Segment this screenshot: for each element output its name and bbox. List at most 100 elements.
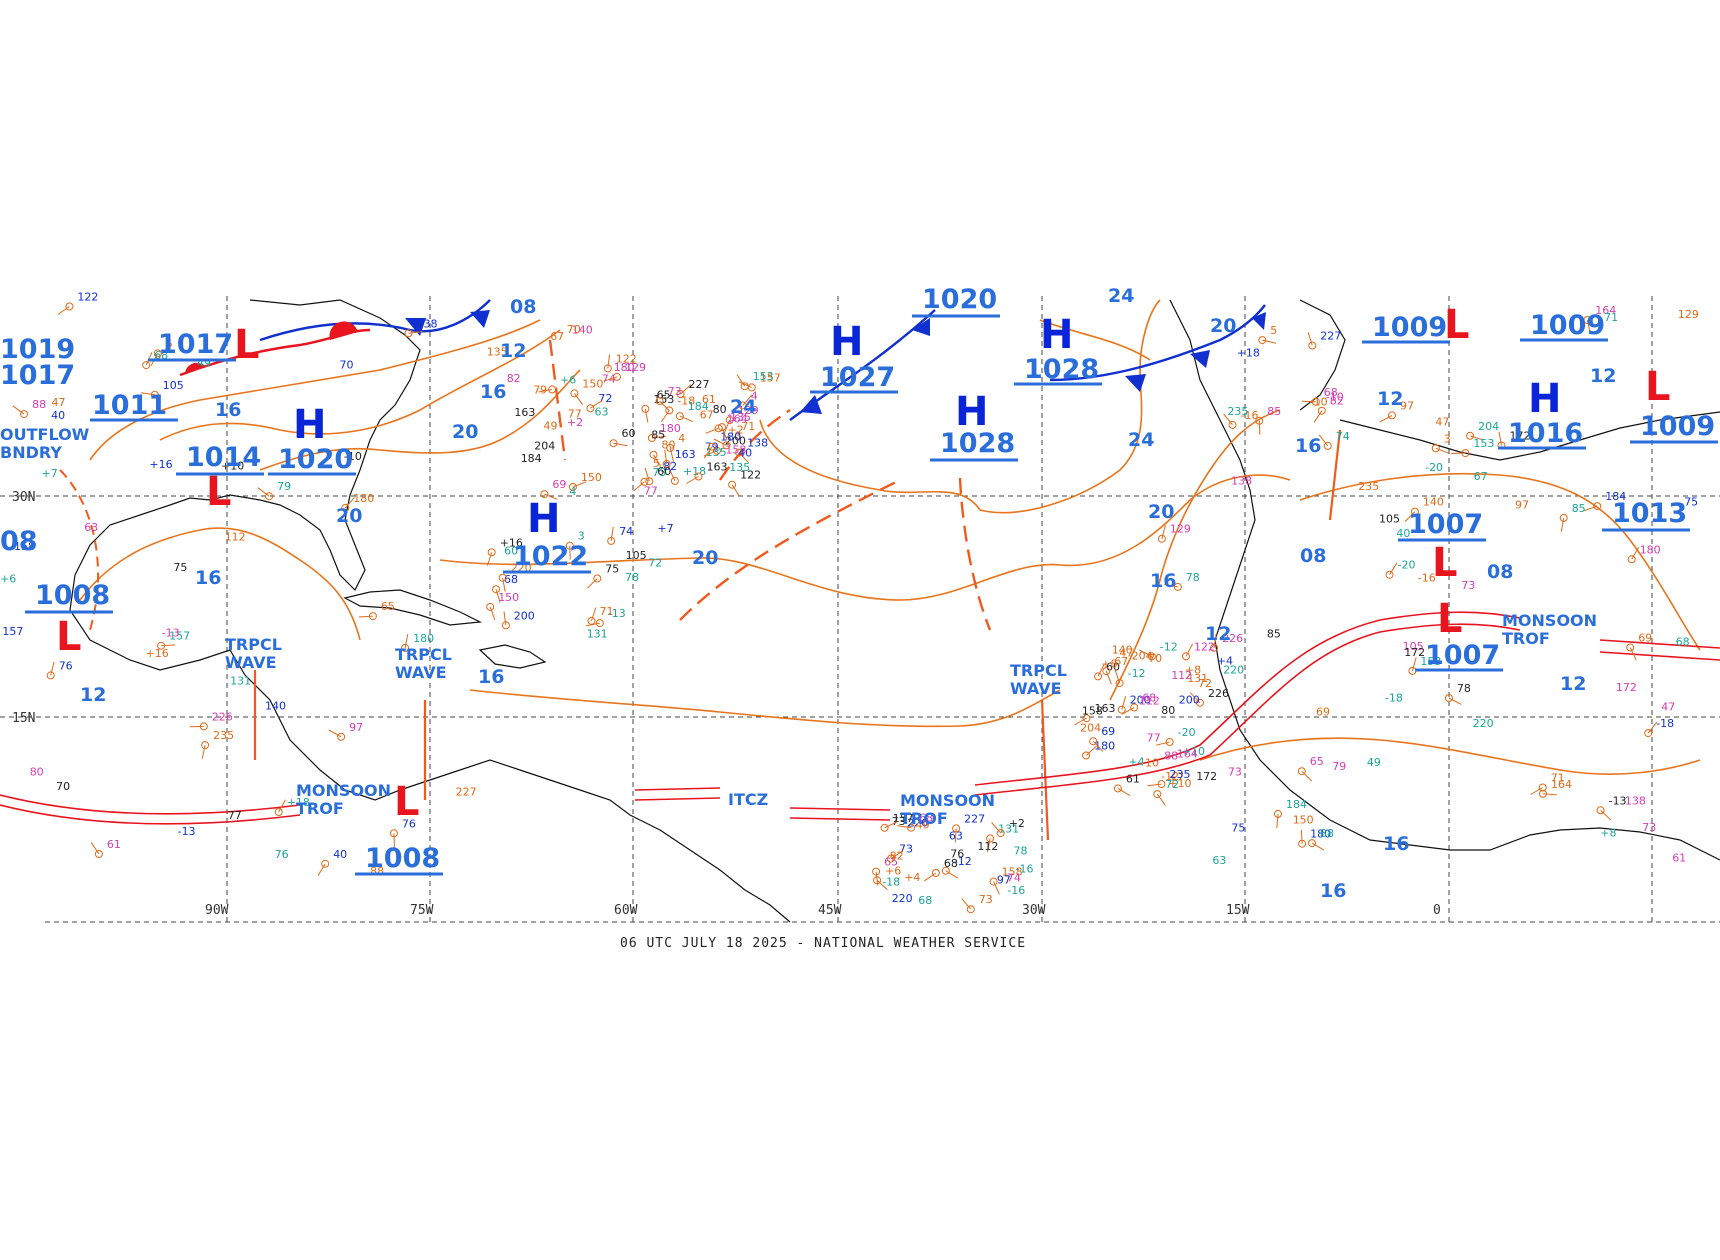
high-center: H 1027 bbox=[810, 319, 898, 394]
isobar-20-western bbox=[259, 369, 581, 471]
station-wind-barb bbox=[1262, 339, 1277, 344]
station-value: +16 bbox=[146, 647, 169, 660]
station-circle bbox=[486, 602, 495, 611]
station-wind-barb bbox=[987, 838, 991, 853]
isobar-label: 20 bbox=[692, 547, 718, 569]
monsoon-trough-west bbox=[0, 794, 301, 825]
station-wind-barb bbox=[57, 306, 70, 315]
high-letter: H bbox=[293, 402, 326, 448]
isobar-label: 24 bbox=[1128, 429, 1154, 451]
station-value: +6 bbox=[560, 373, 576, 386]
station-circle bbox=[401, 643, 410, 652]
station-value: 69 bbox=[1316, 706, 1330, 719]
station-circle bbox=[570, 389, 579, 398]
station-value: +2 bbox=[567, 416, 583, 429]
station-value: 158 bbox=[14, 540, 35, 553]
station-circle bbox=[1308, 341, 1317, 350]
high-center: H 1020 bbox=[268, 402, 356, 476]
station-value: 73 bbox=[899, 843, 913, 856]
station-value: -12 bbox=[954, 855, 972, 868]
station-value: -18 bbox=[1656, 717, 1674, 730]
station-wind-barb bbox=[723, 419, 731, 434]
station-wind-barb bbox=[993, 881, 1000, 895]
station-wind-barb bbox=[538, 388, 553, 393]
station-wind-barb bbox=[1117, 787, 1131, 797]
station-circle bbox=[586, 404, 595, 413]
outflow-boundary-line bbox=[59, 469, 100, 631]
cold-front-northeast-line bbox=[1049, 304, 1266, 382]
high-centers: H 1027 1020 H 1028 H 1028 H 1022 H 1020 bbox=[268, 284, 1690, 574]
station-value: 131 bbox=[230, 675, 251, 688]
station-circle bbox=[595, 619, 604, 628]
station-circle bbox=[1627, 555, 1636, 564]
isobar-label: 12 bbox=[80, 684, 106, 706]
station-value: 157 bbox=[760, 371, 781, 384]
station-value: +10 bbox=[1168, 777, 1191, 790]
station-circle bbox=[722, 441, 731, 450]
station-value: 158 bbox=[1002, 866, 1023, 879]
station-value: 47 bbox=[52, 396, 66, 409]
station-value: +6 bbox=[885, 864, 901, 877]
station-value: 200 bbox=[1130, 694, 1151, 707]
station-wind-barb bbox=[686, 476, 699, 484]
station-circle bbox=[153, 349, 162, 358]
high-center: 1013 bbox=[1602, 498, 1690, 532]
station-circle bbox=[201, 741, 210, 750]
monsoon-trof-west-upper bbox=[0, 794, 301, 815]
station-value: 184 bbox=[521, 452, 542, 465]
lat-label-15n: 15N bbox=[12, 711, 35, 726]
station-value: +2 bbox=[728, 424, 744, 437]
station-circle bbox=[1228, 420, 1237, 429]
station-wind-barb bbox=[161, 644, 176, 647]
lon-label-90w: 90W bbox=[205, 903, 229, 918]
station-value: 79 bbox=[1332, 760, 1346, 773]
high-center: H 1016 bbox=[1498, 376, 1586, 450]
station-circle bbox=[675, 412, 684, 421]
station-circle bbox=[931, 869, 940, 877]
south-america-coast bbox=[459, 759, 791, 923]
feature-label-line: MONSOON bbox=[296, 781, 391, 800]
station-circle bbox=[1559, 513, 1568, 522]
station-value: 172 bbox=[1616, 681, 1637, 694]
station-wind-barb bbox=[924, 872, 937, 882]
station-value: 226 bbox=[1208, 687, 1229, 700]
high-center: 1009 bbox=[1520, 310, 1608, 342]
station-value: 49 bbox=[916, 818, 930, 831]
station-wind-barb bbox=[1586, 319, 1591, 334]
feature-label-line: MONSOON bbox=[900, 791, 995, 810]
station-circle bbox=[1466, 431, 1475, 440]
station-value: -20 bbox=[1178, 726, 1196, 739]
station-value: 135 bbox=[730, 411, 751, 424]
high-pressure-value: 1028 bbox=[940, 428, 1015, 459]
station-circle bbox=[1173, 582, 1182, 591]
trough-mid-atlantic bbox=[719, 409, 791, 481]
low-center: 1009 L bbox=[1362, 302, 1470, 348]
station-wind-barb bbox=[502, 577, 506, 592]
station-value: 5 bbox=[653, 457, 660, 470]
station-wind-barb bbox=[585, 622, 600, 627]
station-value: 129 bbox=[1170, 523, 1191, 536]
station-value: 88 bbox=[1164, 750, 1178, 763]
low-pressure-value: 1017 bbox=[158, 329, 233, 360]
high-pressure-value: 1013 bbox=[1612, 498, 1687, 529]
station-value: 164 bbox=[1551, 778, 1572, 791]
station-value: 61 bbox=[1126, 772, 1140, 785]
station-value: 72 bbox=[1165, 778, 1179, 791]
station-value: 226 bbox=[907, 816, 928, 829]
station-value: 69 bbox=[552, 478, 566, 491]
trough-north-central bbox=[958, 477, 992, 631]
isobars bbox=[79, 299, 1701, 775]
station-value: 61 bbox=[107, 838, 121, 851]
station-value: +7 bbox=[657, 522, 673, 535]
station-value: -10 bbox=[1326, 391, 1344, 404]
station-circle bbox=[1115, 679, 1124, 688]
edge-pressure-value: 1017 bbox=[0, 360, 75, 391]
station-value: 172 bbox=[1196, 770, 1217, 783]
station-value: 73 bbox=[668, 385, 682, 398]
station-value: 153 bbox=[1473, 437, 1494, 450]
station-value: 78 bbox=[1457, 682, 1471, 695]
low-center: 1014 L bbox=[176, 442, 264, 515]
station-wind-barb bbox=[1097, 663, 1105, 677]
station-value: 105 bbox=[163, 379, 184, 392]
station-wind-barb bbox=[573, 393, 584, 405]
